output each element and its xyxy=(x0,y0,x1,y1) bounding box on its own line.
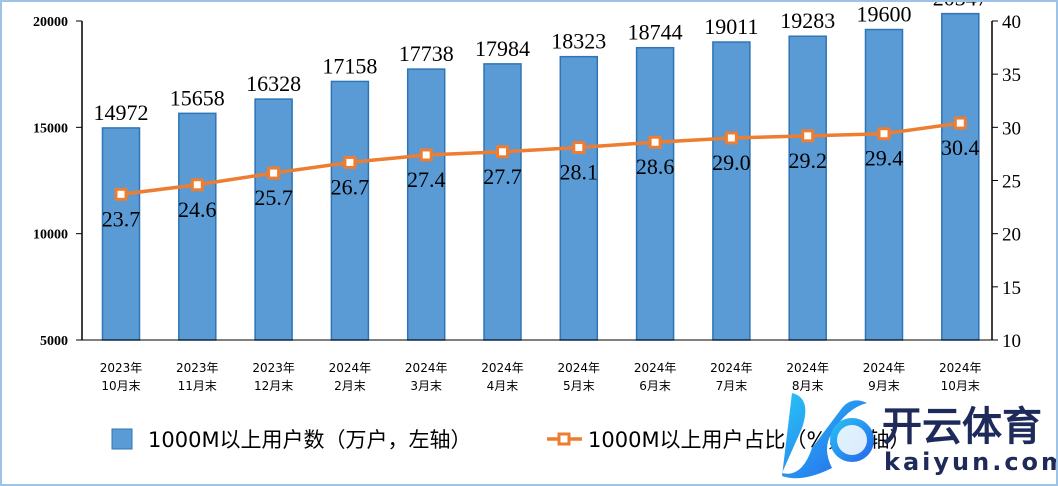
bar xyxy=(788,35,827,341)
x-tick-label: 6月末 xyxy=(639,379,671,393)
line-marker xyxy=(953,116,967,130)
ball-highlight xyxy=(837,425,867,455)
bar-data-label: 18744 xyxy=(628,20,683,45)
bar xyxy=(864,28,904,341)
legend-bar-label: 1000M以上用户数（万户，左轴） xyxy=(148,428,472,452)
line-marker xyxy=(648,135,662,149)
x-tick-label: 3月末 xyxy=(410,379,442,393)
x-tick-label: 8月末 xyxy=(792,379,824,393)
bar-data-label: 14972 xyxy=(94,100,149,125)
bar-data-label: 18323 xyxy=(551,29,606,54)
line-series xyxy=(120,121,961,197)
right-tick-label: 35 xyxy=(1002,65,1021,86)
bar xyxy=(406,68,446,341)
bar xyxy=(101,127,141,341)
line-marker xyxy=(724,131,738,145)
bar xyxy=(635,46,675,341)
x-tick-label: 2024年 xyxy=(786,361,829,375)
x-tick-label: 2023年 xyxy=(100,361,143,375)
legend-line-marker xyxy=(557,432,571,446)
line-data-label: 27.4 xyxy=(407,167,446,192)
watermark-subtext: kaiyun.com xyxy=(884,448,1058,476)
line-data-label: 28.1 xyxy=(560,160,599,185)
x-tick-label: 2024年 xyxy=(634,361,677,375)
line-marker xyxy=(801,129,815,143)
right-tick-label: 25 xyxy=(1002,172,1021,193)
right-tick-label: 30 xyxy=(1002,118,1021,139)
line-data-label: 30.4 xyxy=(941,135,980,160)
bar xyxy=(559,55,599,341)
x-tick-label: 2024年 xyxy=(329,361,372,375)
bar xyxy=(178,112,217,341)
line-marker xyxy=(419,148,433,162)
bar xyxy=(330,80,370,341)
line-marker xyxy=(114,187,128,201)
x-tick-label: 2024年 xyxy=(863,361,906,375)
bar xyxy=(712,41,751,341)
bar xyxy=(483,63,522,341)
line-marker xyxy=(190,178,204,192)
line-data-label: 29.0 xyxy=(712,150,751,175)
left-tick-label: 15000 xyxy=(33,121,68,136)
line-data-label: 23.7 xyxy=(102,206,141,231)
right-tick-label: 15 xyxy=(1002,278,1021,299)
line-marker xyxy=(496,145,509,159)
line-marker xyxy=(877,127,891,141)
x-tick-label: 2024年 xyxy=(939,361,982,375)
bar-data-label: 15658 xyxy=(170,85,225,110)
x-tick-label: 11月末 xyxy=(178,379,217,393)
bar xyxy=(254,98,293,341)
x-tick-label: 2024年 xyxy=(558,361,601,375)
bar-data-label: 16328 xyxy=(246,71,301,96)
x-tick-label: 2023年 xyxy=(176,361,219,375)
x-tick-label: 2023年 xyxy=(252,361,295,375)
x-tick-label: 4月末 xyxy=(487,379,519,393)
line-marker xyxy=(267,166,281,180)
bar-data-label: 19011 xyxy=(704,14,758,39)
bar-data-label: 20347 xyxy=(933,2,988,11)
watermark-text: 开云体育 xyxy=(882,404,1042,450)
bar-data-label: 17158 xyxy=(322,53,377,78)
right-tick-label: 40 xyxy=(1002,12,1021,33)
x-tick-label: 2024年 xyxy=(710,361,753,375)
line-data-label: 25.7 xyxy=(254,185,293,210)
x-tick-label: 5月末 xyxy=(563,379,595,393)
k-logo-shape xyxy=(782,393,867,479)
x-tick-label: 9月末 xyxy=(868,379,900,393)
x-tick-label: 10月末 xyxy=(101,379,140,393)
line-data-label: 24.6 xyxy=(178,197,217,222)
line-data-label: 29.4 xyxy=(865,146,904,171)
left-tick-label: 10000 xyxy=(33,228,68,243)
legend-bar-swatch xyxy=(111,428,133,450)
bar-data-label: 19600 xyxy=(857,2,912,27)
left-tick-label: 20000 xyxy=(33,15,68,30)
line-data-label: 28.6 xyxy=(636,154,675,179)
line-marker xyxy=(572,141,586,155)
bar-data-label: 19283 xyxy=(780,8,835,33)
bar xyxy=(941,12,980,341)
x-tick-label: 7月末 xyxy=(716,379,748,393)
right-tick-label: 10 xyxy=(1002,331,1021,352)
line-data-label: 26.7 xyxy=(331,174,370,199)
line-data-label: 27.7 xyxy=(483,164,522,189)
bar-data-label: 17738 xyxy=(399,41,454,66)
x-tick-label: 10月末 xyxy=(941,379,980,393)
x-tick-label: 12月末 xyxy=(254,379,293,393)
bar-data-label: 17984 xyxy=(475,36,530,61)
x-tick-label: 2024年 xyxy=(405,361,448,375)
x-tick-label: 2月末 xyxy=(334,379,366,393)
left-tick-label: 5000 xyxy=(40,334,68,349)
kaiyun-watermark-logo: 开云体育 kaiyun.com xyxy=(782,393,1058,479)
right-tick-label: 20 xyxy=(1002,225,1021,246)
line-data-label: 29.2 xyxy=(788,148,827,173)
x-tick-label: 2024年 xyxy=(481,361,524,375)
line-marker xyxy=(343,155,357,169)
